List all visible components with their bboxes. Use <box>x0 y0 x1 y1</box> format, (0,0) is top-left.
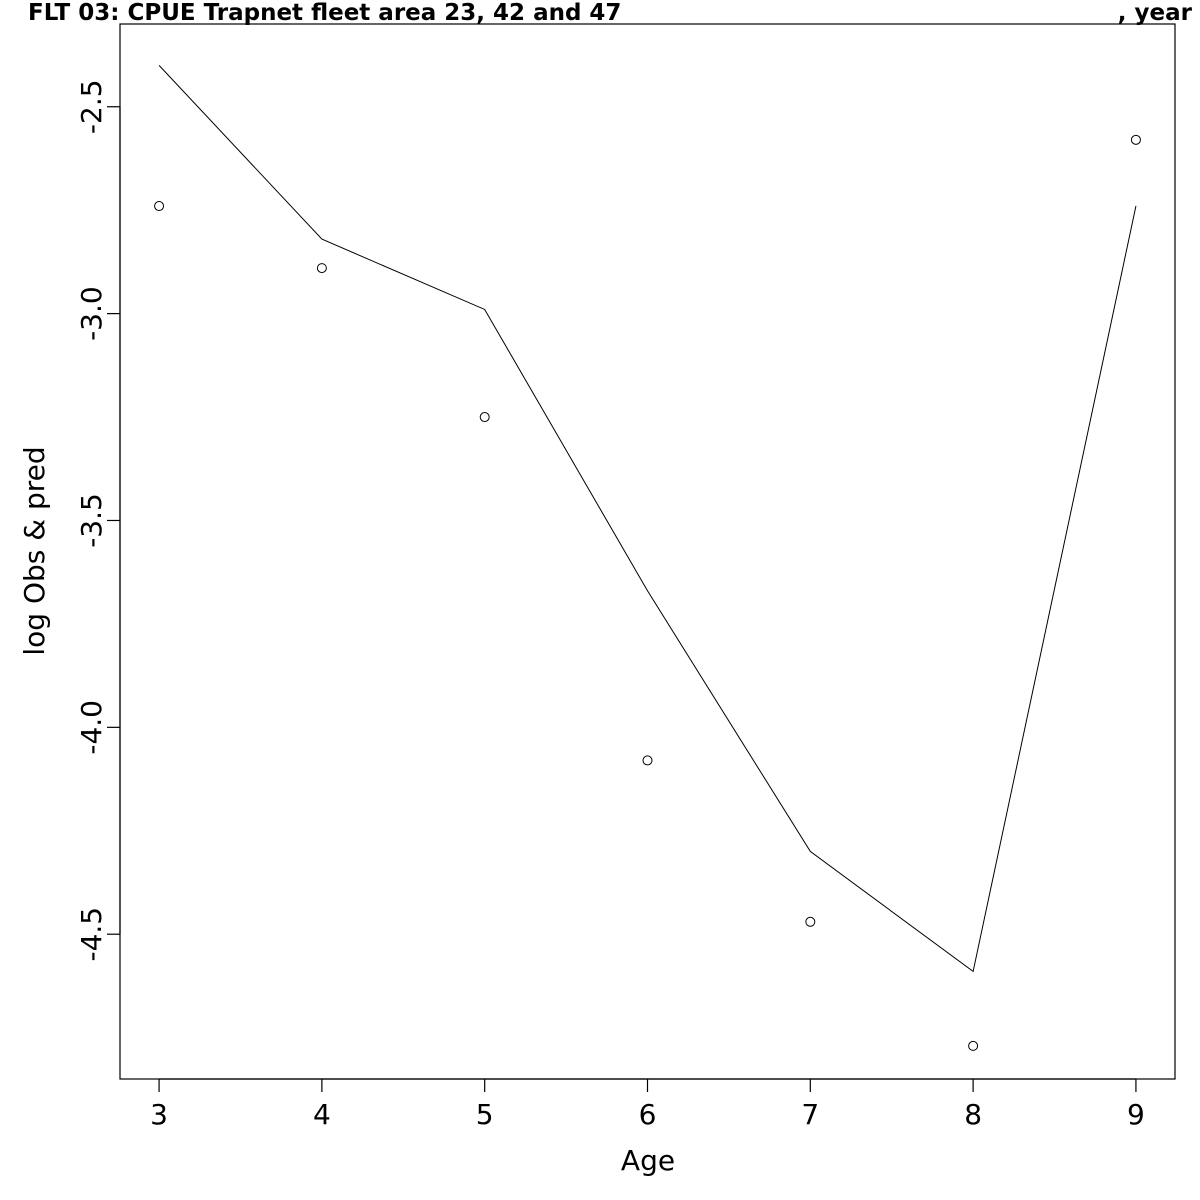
chart-title-suffix: , year <box>1117 0 1192 26</box>
y-axis-label: log Obs & pred <box>18 446 51 655</box>
plot-frame <box>119 23 1176 1080</box>
observed-point <box>642 755 653 766</box>
y-tick-label: -2.5 <box>75 79 108 134</box>
predicted-line <box>158 65 1137 973</box>
y-axis: -2.5 -3.0 -3.5 -4.0 -4.5 <box>75 79 121 962</box>
y-tick-label: -3.0 <box>75 286 108 341</box>
chart-title: FLT 03: CPUE Trapnet fleet area 23, 42 a… <box>28 0 622 26</box>
observed-point <box>805 916 816 927</box>
y-tick-label: -4.0 <box>75 700 108 755</box>
x-tick-label: 3 <box>150 1098 168 1131</box>
x-axis: 3 4 5 6 7 8 9 <box>150 1078 1145 1131</box>
series-layer <box>154 65 1141 1051</box>
observed-point <box>968 1040 979 1051</box>
x-tick-label: 4 <box>313 1098 331 1131</box>
observed-point <box>154 201 165 212</box>
x-tick-label: 5 <box>476 1098 494 1131</box>
y-tick-label: -3.5 <box>75 493 108 548</box>
x-tick-label: 9 <box>1127 1098 1145 1131</box>
observed-point <box>1130 134 1141 145</box>
x-tick-label: 8 <box>964 1098 982 1131</box>
y-tick-label: -4.5 <box>75 907 108 962</box>
observed-point <box>316 263 327 274</box>
x-axis-label: Age <box>621 1144 675 1177</box>
x-tick-label: 7 <box>801 1098 819 1131</box>
observed-point <box>479 412 490 423</box>
x-tick-label: 6 <box>639 1098 657 1131</box>
